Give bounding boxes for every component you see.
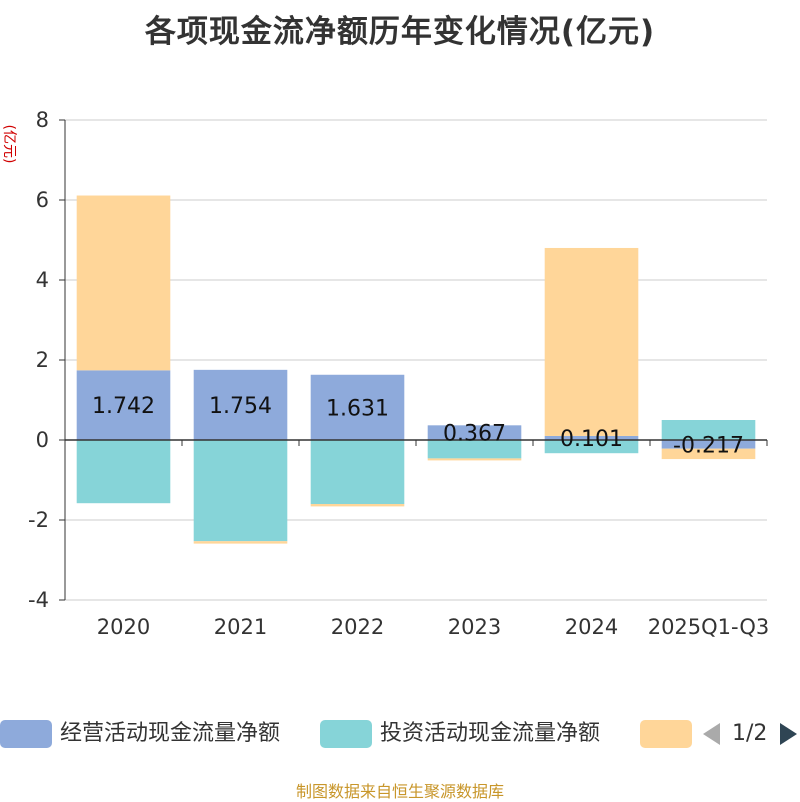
legend-swatch-investing: [320, 720, 372, 748]
y-tick-label: 8: [36, 108, 49, 132]
bar-series0-2025Q1-Q3: [661, 440, 756, 449]
bar-series1-2023: [427, 440, 522, 459]
legend-label-investing: 投资活动现金流量净额: [380, 721, 601, 746]
bar-series0-2021: [193, 369, 288, 440]
grid-lines: [65, 119, 767, 601]
legend-pager: 1/2: [698, 719, 800, 749]
data-label: 0.367: [443, 422, 506, 447]
x-tick-label: 2023: [448, 615, 501, 639]
axes: -4 -2 0 2 4 6 8 2020 2021 2022 2023 2024 2025Q1-Q3: [28, 108, 769, 639]
legend-next-page-icon[interactable]: [780, 723, 797, 745]
y-tick-label: -4: [28, 588, 49, 612]
data-label: 1.742: [92, 394, 155, 419]
legend-swatch-operating: [0, 720, 52, 748]
x-tick-label: 2024: [565, 615, 618, 639]
bar-series1-2020: [76, 440, 171, 504]
legend-item-operating[interactable]: 经营活动现金流量净额: [0, 719, 300, 749]
bar-series1-2021: [193, 440, 288, 542]
bar-series2-2025Q1-Q3: [661, 448, 756, 460]
y-tick-label: 2: [36, 348, 49, 372]
y-tick-label: -2: [28, 508, 49, 532]
bar-series0-2022: [310, 374, 405, 440]
y-tick-label: 0: [36, 428, 49, 452]
y-tick-label: 4: [36, 268, 49, 292]
data-label: 1.754: [209, 394, 272, 419]
data-label: 0.101: [560, 427, 623, 452]
bar-series2-2023: [427, 458, 522, 461]
x-tick-label: 2022: [331, 615, 384, 639]
bar-series0-2020: [76, 370, 171, 440]
bar-series2-2021: [193, 541, 288, 544]
bar-series2-2020: [76, 195, 171, 371]
chart-title: 各项现金流净额历年变化情况(亿元): [144, 14, 656, 50]
bar-series0-2024: [544, 435, 639, 440]
legend-swatch-financing: [640, 720, 692, 748]
bar-series1-2024: [544, 440, 639, 454]
legend-page-indicator: 1/2: [732, 721, 768, 746]
data-labels: 1.742 1.754 1.631 0.367 0.101 -0.217: [92, 394, 744, 458]
x-tick-label: 2021: [214, 615, 267, 639]
legend-item-investing[interactable]: 投资活动现金流量净额: [320, 719, 620, 749]
bar-series0-2023: [427, 425, 522, 440]
bar-series2-2024: [544, 247, 639, 436]
bars: [76, 195, 756, 544]
x-tick-label: 2020: [97, 615, 150, 639]
bar-series1-2022: [310, 440, 405, 504]
x-tick-label: 2025Q1-Q3: [648, 615, 770, 639]
legend-prev-page-icon[interactable]: [703, 723, 720, 745]
legend-label-operating: 经营活动现金流量净额: [60, 721, 281, 746]
y-tick-label: 6: [36, 188, 49, 212]
data-label: 1.631: [326, 396, 389, 421]
data-source-footer: 制图数据来自恒生聚源数据库: [295, 782, 504, 801]
data-label: -0.217: [673, 433, 744, 458]
bar-series1-2025Q1-Q3: [661, 420, 756, 440]
legend-item-financing[interactable]: [640, 719, 692, 749]
bar-series2-2022: [310, 504, 405, 507]
